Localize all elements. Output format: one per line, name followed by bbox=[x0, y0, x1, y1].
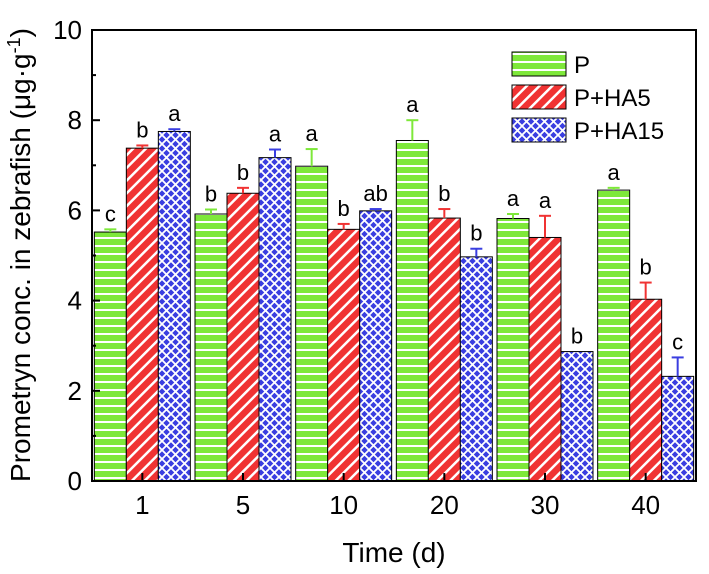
bar-p-5 bbox=[194, 213, 228, 482]
significance-label: b bbox=[571, 324, 583, 349]
y-axis-title: Prometryn conc. in zebrafish (μg·g-1) bbox=[4, 28, 36, 482]
bar-p-40 bbox=[597, 189, 631, 482]
significance-label: ab bbox=[363, 181, 387, 206]
significance-label: b bbox=[237, 160, 249, 185]
significance-label: a bbox=[406, 92, 419, 117]
error-bars bbox=[104, 119, 684, 377]
bar-p-ha5-10 bbox=[327, 228, 361, 482]
significance-label: a bbox=[306, 121, 319, 146]
x-tick-label: 20 bbox=[430, 490, 459, 520]
legend-swatch-p-ha15 bbox=[511, 117, 567, 143]
y-tick-label: 0 bbox=[68, 466, 82, 496]
bar-p-30 bbox=[496, 218, 530, 482]
legend-swatch-p bbox=[511, 51, 567, 77]
bar-p-ha15-20 bbox=[459, 256, 493, 482]
bars bbox=[93, 130, 695, 482]
bar-p-10 bbox=[295, 165, 329, 482]
significance-label: a bbox=[168, 101, 181, 126]
y-axis: 0 2 4 6 8 10 bbox=[53, 15, 100, 496]
significance-label: a bbox=[608, 160, 621, 185]
bar-p-ha15-10 bbox=[359, 210, 393, 482]
legend-label: P+HA15 bbox=[574, 118, 664, 145]
bar-p-ha5-20 bbox=[427, 217, 461, 482]
significance-label: a bbox=[507, 186, 520, 211]
significance-label: b bbox=[338, 196, 350, 221]
significance-label: b bbox=[470, 221, 482, 246]
y-tick-label: 8 bbox=[68, 105, 82, 135]
bar-p-ha15-1 bbox=[157, 130, 191, 482]
x-tick-label: 10 bbox=[329, 490, 358, 520]
bar-p-ha5-1 bbox=[125, 147, 159, 482]
bar-p-ha15-40 bbox=[661, 375, 695, 482]
legend-label: P+HA5 bbox=[574, 85, 651, 112]
bar-p-20 bbox=[395, 139, 429, 482]
x-axis-title: Time (d) bbox=[342, 537, 445, 568]
significance-label: b bbox=[640, 255, 652, 280]
y-tick-label: 6 bbox=[68, 195, 82, 225]
bar-p-ha5-30 bbox=[528, 236, 562, 482]
x-tick-label: 30 bbox=[531, 490, 560, 520]
y-tick-label: 4 bbox=[68, 286, 82, 316]
x-axis: 1 5 10 20 30 40 bbox=[135, 473, 660, 520]
bar-p-1 bbox=[93, 231, 127, 482]
bar-p-ha15-5 bbox=[258, 157, 292, 482]
y-tick-label: 10 bbox=[53, 15, 82, 45]
y-axis-title-main: Prometryn conc. in zebrafish bbox=[5, 127, 36, 482]
bar-p-ha5-5 bbox=[226, 192, 260, 482]
y-tick-label: 2 bbox=[68, 376, 82, 406]
y-axis-title-unit-exp: -1 bbox=[4, 37, 24, 53]
legend: P P+HA5 P+HA15 bbox=[511, 51, 664, 145]
significance-label: a bbox=[539, 188, 552, 213]
legend-swatch-p-ha5 bbox=[511, 84, 567, 110]
y-axis-title-unit: μg·g bbox=[5, 53, 36, 110]
x-tick-label: 1 bbox=[135, 490, 149, 520]
significance-label: a bbox=[269, 122, 282, 147]
significance-label: c bbox=[105, 201, 116, 226]
x-tick-label: 40 bbox=[631, 490, 660, 520]
significance-label: b bbox=[205, 181, 217, 206]
x-tick-label: 5 bbox=[236, 490, 250, 520]
legend-label: P bbox=[574, 52, 590, 79]
significance-label: c bbox=[672, 329, 683, 354]
bar-p-ha5-40 bbox=[629, 298, 663, 482]
bar-p-ha15-30 bbox=[560, 351, 594, 482]
significance-label: b bbox=[438, 181, 450, 206]
significance-label: b bbox=[136, 117, 148, 142]
